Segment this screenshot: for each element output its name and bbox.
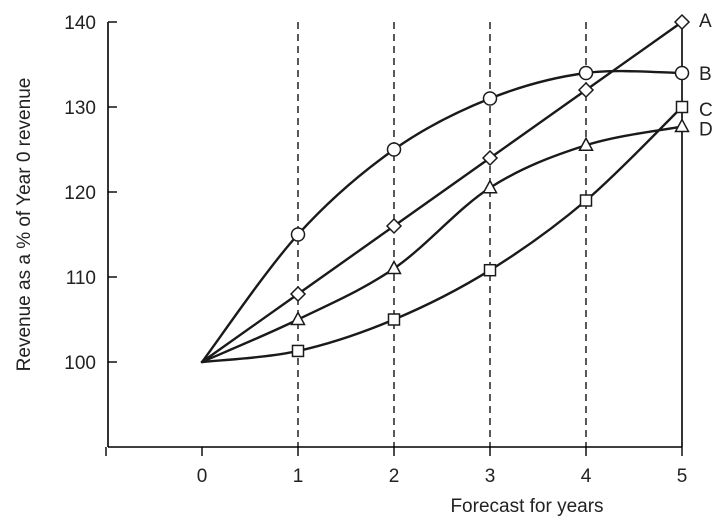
series-line-b [200, 69, 684, 364]
marker-d-triangle [482, 179, 498, 194]
marker-b-circle [674, 65, 690, 81]
y-tick-label: 100 [64, 353, 96, 374]
marker-c-square [579, 194, 593, 207]
y-tick-label: 130 [64, 98, 96, 119]
marker-a-diamond [481, 149, 499, 167]
marker-a-diamond [385, 217, 403, 235]
series-lines [200, 20, 684, 364]
series-line-a [200, 20, 684, 364]
marker-c-square [291, 344, 305, 358]
marker-d-triangle [578, 136, 594, 151]
series-markers [289, 13, 691, 358]
marker-d-triangle [386, 259, 402, 275]
y-tick-label: 110 [66, 268, 96, 289]
series-label-c: C [699, 100, 713, 121]
marker-c-square [387, 313, 401, 326]
series-labels: A BCD [699, 11, 713, 141]
y-axis-title: Revenue as a % of Year 0 revenue [14, 78, 35, 372]
marker-d-triangle [674, 117, 690, 133]
x-tick-label: 4 [581, 466, 592, 487]
vertical-dashed-lines [297, 22, 683, 447]
x-tick-label: 3 [485, 466, 496, 487]
x-axis-title: Forecast for years [450, 496, 603, 517]
x-tick-label: 2 [389, 466, 400, 487]
marker-c-square [483, 263, 497, 277]
marker-b-circle [386, 142, 402, 157]
marker-b-circle [290, 227, 306, 242]
series-label-a: A [699, 11, 712, 32]
marker-b-circle [482, 91, 498, 106]
marker-d-triangle [290, 310, 306, 326]
ticks: 0 1 2 3 4 5 100 110 120 130 140 [64, 13, 687, 487]
y-tick-label: 120 [64, 183, 96, 204]
axes [107, 22, 682, 448]
marker-a-diamond [289, 285, 307, 303]
x-tick-label: 0 [197, 466, 208, 487]
marker-a-diamond [577, 81, 595, 99]
marker-a-diamond [673, 13, 691, 31]
marker-c-square [675, 100, 689, 114]
series-label-b: B [699, 64, 712, 85]
marker-b-circle [578, 65, 594, 81]
series-line-d [200, 125, 684, 364]
x-tick-label: 5 [677, 466, 688, 487]
series-line-c [200, 105, 684, 364]
y-tick-label: 140 [64, 13, 96, 34]
series-label-d: D [699, 120, 713, 141]
x-tick-label: 1 [293, 466, 304, 487]
